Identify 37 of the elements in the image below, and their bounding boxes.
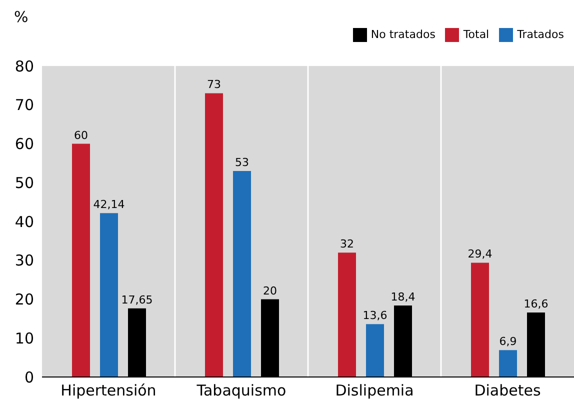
y-tick-label: 30 [14, 252, 34, 270]
bar [338, 252, 356, 377]
data-label: 6,9 [499, 335, 517, 348]
bar [205, 93, 223, 377]
data-label: 18,4 [390, 290, 416, 304]
bar [499, 350, 517, 377]
legend-label: No tratados [370, 28, 436, 42]
bar [100, 213, 118, 377]
data-label: 32 [340, 238, 354, 251]
x-tick-label: Dislipemia [335, 382, 414, 400]
y-tick-label: 20 [14, 290, 34, 309]
bar [233, 170, 251, 377]
data-label: 73 [207, 78, 221, 92]
y-tick-label: 10 [14, 329, 34, 348]
data-label: 17,65 [121, 293, 153, 306]
y-tick-label: 50 [14, 174, 34, 192]
y-axis-title: % [14, 8, 28, 26]
x-tick-label: Tabaquismo [196, 382, 286, 400]
x-tick-label: Diabetes [474, 382, 541, 400]
data-label: 13,6 [362, 309, 388, 322]
bar [471, 262, 489, 377]
x-tick-label: Hipertensión [60, 382, 156, 400]
y-tick-label: 40 [14, 212, 34, 231]
y-tick-label: 80 [14, 57, 34, 76]
y-tick-label: 60 [14, 135, 34, 154]
bar [72, 144, 90, 377]
data-label: 29,4 [468, 248, 492, 261]
data-label: 20 [263, 284, 277, 298]
legend-label: Total [463, 28, 490, 42]
data-label: 42,14 [93, 198, 125, 212]
y-tick-label: 0 [24, 368, 34, 386]
legend-label: Tratados [517, 28, 564, 42]
data-label: 53 [235, 156, 249, 169]
data-label: 16,6 [524, 297, 548, 310]
bar [366, 324, 384, 377]
y-tick-label: 70 [14, 96, 34, 114]
data-label: 60 [74, 128, 88, 142]
